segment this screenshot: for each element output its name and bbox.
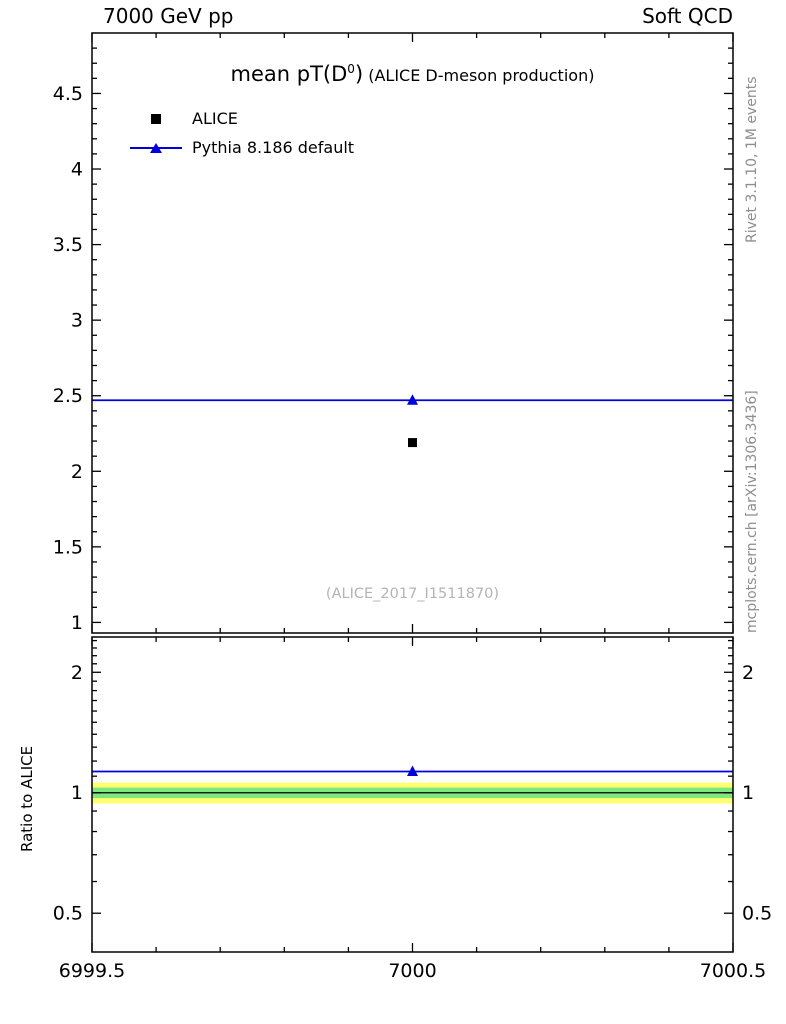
y-tick-label-right: 0.5	[742, 903, 772, 925]
y-tick-label: 4	[71, 159, 83, 181]
y-tick-label: 0.5	[53, 903, 83, 925]
y-tick-label: 3	[71, 310, 83, 332]
mcplots-reference-note: mcplots.cern.ch [arXiv:1306.3436]	[744, 390, 760, 633]
y-tick-label-right: 2	[742, 662, 754, 684]
plot-title: mean pT(D0) (ALICE D-meson production)	[92, 62, 733, 86]
legend-item-pythia: Pythia 8.186 default	[130, 133, 354, 162]
pythia-marker	[130, 141, 182, 155]
analysis-id-watermark: (ALICE_2017_I1511870)	[325, 586, 500, 602]
beam-energy-label: 7000 GeV pp	[103, 4, 234, 28]
ratio-axis-title: Ratio to ALICE	[18, 745, 36, 852]
legend-label-pythia: Pythia 8.186 default	[192, 138, 355, 157]
legend: ALICE Pythia 8.186 default	[130, 104, 354, 162]
x-tick-label: 7000	[388, 960, 436, 982]
x-tick-label: 7000.5	[700, 960, 766, 982]
legend-label-alice: ALICE	[192, 109, 238, 128]
data-point-triangle	[407, 765, 418, 777]
ratio-ticks	[91, 637, 734, 952]
y-tick-label: 2.5	[53, 385, 83, 407]
blue-triangle-icon	[150, 142, 162, 153]
plot-title-main: mean pT(D0)	[231, 62, 364, 86]
y-tick-label: 2	[71, 662, 83, 684]
plot-title-close: )	[354, 62, 364, 86]
plot-title-superscript: 0	[347, 62, 355, 76]
main-panel: 1 1.5 2 2.5 3 3.5 4 4.5	[53, 32, 734, 634]
data-point-triangle	[407, 394, 418, 405]
black-square-icon	[151, 113, 161, 124]
alice-marker	[130, 112, 182, 126]
ratio-panel: 0.5 0.5 1 1 2 2 6999.5 7000 7000.5	[53, 636, 772, 982]
y-tick-label-right: 1	[742, 782, 754, 804]
y-tick-label: 3.5	[53, 234, 83, 256]
data-point-square	[408, 438, 417, 448]
x-tick-label: 6999.5	[59, 960, 125, 982]
y-tick-label: 1	[71, 612, 83, 634]
y-tick-label: 4.5	[53, 83, 83, 105]
main-ticks	[91, 33, 734, 633]
plot-title-sub: (ALICE D-meson production)	[363, 66, 595, 85]
y-tick-label: 1.5	[53, 536, 83, 558]
process-group-label: Soft QCD	[642, 4, 733, 28]
y-tick-label: 2	[71, 461, 83, 483]
y-tick-label: 1	[71, 782, 83, 804]
plot-title-prefix: mean pT(D	[230, 62, 348, 86]
legend-item-alice: ALICE	[130, 104, 354, 133]
rivet-version-note: Rivet 3.1.10, 1M events	[744, 76, 760, 244]
